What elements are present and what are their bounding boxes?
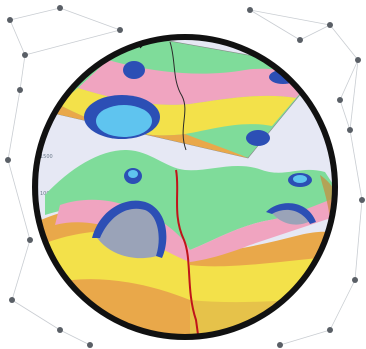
network-node (17, 87, 23, 93)
network-node (87, 342, 93, 348)
network-link (9, 7, 61, 21)
network-node (352, 277, 358, 283)
network-link (339, 99, 351, 131)
geological-block-model (35, 150, 335, 337)
network-link (9, 19, 26, 56)
network-node (359, 197, 365, 203)
network-node (117, 27, 123, 33)
network-node (57, 5, 63, 11)
network-background (5, 5, 365, 348)
network-link (59, 7, 121, 31)
network-node (5, 157, 11, 163)
network-link (329, 279, 356, 331)
network-link (279, 329, 331, 346)
network-link (24, 29, 121, 56)
network-node (7, 17, 13, 23)
circle-frame (32, 34, 338, 340)
network-node (337, 97, 343, 103)
network-link (59, 329, 91, 346)
network-node (57, 327, 63, 333)
network-link (19, 54, 26, 91)
network-link (11, 299, 61, 331)
network-link (339, 59, 359, 101)
network-link (11, 239, 31, 301)
network-link (349, 129, 363, 201)
network-node (297, 37, 303, 43)
network-node (277, 342, 283, 348)
network-link (349, 59, 359, 131)
network-node (347, 127, 353, 133)
geological-map-plane (47, 37, 323, 159)
axis-tick-label: 1500 (40, 154, 53, 160)
network-node (247, 7, 253, 13)
network-link (329, 24, 359, 61)
network-link (249, 9, 301, 41)
network-node (9, 297, 15, 303)
network-link (7, 159, 31, 241)
network-node (327, 327, 333, 333)
network-node (327, 22, 333, 28)
network-node (27, 237, 33, 243)
network-link (249, 9, 331, 26)
network-link (299, 24, 331, 41)
network-link (354, 199, 363, 281)
network-node (22, 52, 28, 58)
network-link (7, 89, 21, 161)
network-node (355, 57, 361, 63)
